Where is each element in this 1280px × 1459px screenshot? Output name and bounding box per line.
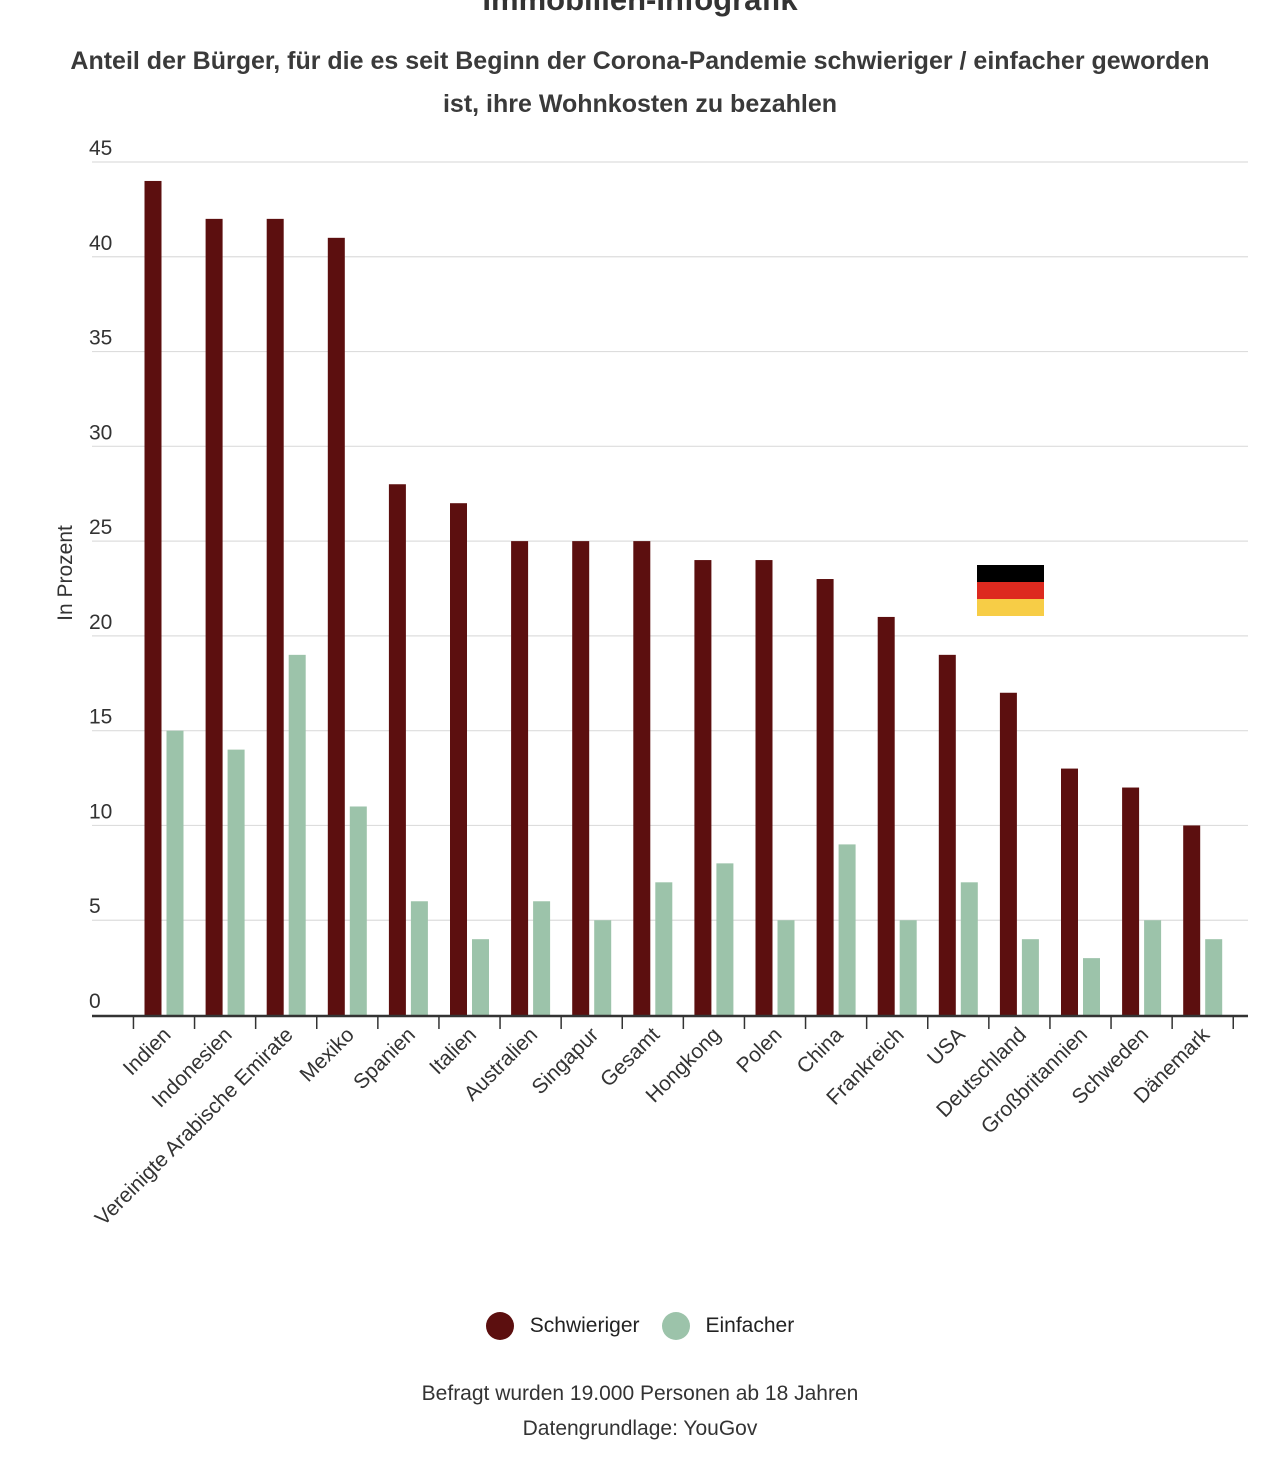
bar-einfacher-16 xyxy=(1144,920,1162,1015)
bar-einfacher-10 xyxy=(777,920,795,1015)
bar-einfacher-1 xyxy=(227,749,245,1015)
bar-schwieriger-6 xyxy=(511,541,529,1015)
y-tick-label-40: 40 xyxy=(89,232,112,255)
bar-schwieriger-16 xyxy=(1122,787,1140,1015)
bar-schwieriger-10 xyxy=(755,560,773,1015)
bar-schwieriger-0 xyxy=(144,180,162,1015)
y-tick-label-25: 25 xyxy=(89,516,112,539)
chart-legend: Schwieriger Einfacher xyxy=(0,1312,1280,1340)
x-tick-label-13: USA xyxy=(923,1023,970,1070)
bar-einfacher-2 xyxy=(288,654,306,1015)
bar-einfacher-4 xyxy=(410,901,428,1015)
bar-einfacher-11 xyxy=(838,844,856,1015)
bar-schwieriger-15 xyxy=(1061,768,1078,1015)
y-tick-label-15: 15 xyxy=(89,706,112,729)
legend-item-einfacher[interactable]: Einfacher xyxy=(661,1312,795,1340)
x-tick-label-5: Italien xyxy=(425,1023,481,1079)
legend-item-schwieriger[interactable]: Schwieriger xyxy=(485,1312,640,1340)
bar-schwieriger-2 xyxy=(266,218,284,1015)
bar-schwieriger-13 xyxy=(938,654,956,1015)
bar-schwieriger-11 xyxy=(816,579,834,1015)
y-axis-label: In Prozent xyxy=(54,525,77,621)
x-tick-label-11: China xyxy=(793,1023,848,1078)
bar-schwieriger-5 xyxy=(450,503,467,1015)
chart-footer: Befragt wurden 19.000 Personen ab 18 Jah… xyxy=(0,1376,1280,1446)
german-flag-icon xyxy=(977,565,1044,616)
x-tick-label-0: Indien xyxy=(119,1023,176,1080)
y-tick-label-0: 0 xyxy=(89,990,101,1013)
bar-einfacher-3 xyxy=(349,806,367,1015)
bar-schwieriger-14 xyxy=(999,692,1017,1015)
bar-einfacher-13 xyxy=(960,882,978,1015)
y-tick-label-20: 20 xyxy=(89,611,112,634)
flag-stripe-gold xyxy=(977,599,1044,616)
y-tick-label-45: 45 xyxy=(89,137,112,160)
bar-einfacher-5 xyxy=(472,939,489,1015)
x-tick-label-7: Singapur xyxy=(528,1023,604,1099)
survey-note: Befragt wurden 19.000 Personen ab 18 Jah… xyxy=(421,1382,859,1405)
bar-einfacher-17 xyxy=(1205,939,1223,1015)
bar-einfacher-12 xyxy=(899,920,917,1015)
y-tick-label-35: 35 xyxy=(89,327,112,350)
x-tick-label-10: Polen xyxy=(732,1023,786,1077)
bar-schwieriger-7 xyxy=(572,541,590,1015)
bar-schwieriger-4 xyxy=(388,484,406,1015)
flag-stripe-black xyxy=(977,565,1044,582)
flag-stripe-red xyxy=(977,582,1044,599)
bar-einfacher-9 xyxy=(716,863,734,1015)
bar-schwieriger-1 xyxy=(205,218,223,1015)
bar-schwieriger-3 xyxy=(327,237,345,1016)
data-source: Datengrundlage: YouGov xyxy=(522,1417,758,1440)
bar-einfacher-6 xyxy=(533,901,551,1015)
bar-einfacher-7 xyxy=(594,920,612,1015)
bar-schwieriger-8 xyxy=(633,541,651,1015)
bar-einfacher-0 xyxy=(166,730,184,1015)
bar-schwieriger-12 xyxy=(877,616,895,1015)
chart-subtitle: Anteil der Bürger, für die es seit Begin… xyxy=(70,47,1210,118)
y-tick-label-5: 5 xyxy=(89,895,101,918)
bar-schwieriger-17 xyxy=(1183,825,1201,1015)
legend-swatch-einfacher xyxy=(661,1312,690,1340)
y-tick-label-30: 30 xyxy=(89,421,112,444)
legend-swatch-schwieriger xyxy=(485,1312,514,1340)
legend-label-schwieriger: Schwieriger xyxy=(529,1314,640,1337)
x-tick-label-4: Spanien xyxy=(349,1023,420,1094)
chart-title: Immobilien-Infografik xyxy=(0,0,1280,18)
bar-einfacher-15 xyxy=(1083,958,1100,1015)
bar-schwieriger-9 xyxy=(694,560,712,1015)
bar-einfacher-8 xyxy=(655,882,673,1015)
x-tick-label-15: Großbritannien xyxy=(977,1023,1092,1138)
legend-label-einfacher: Einfacher xyxy=(705,1314,795,1337)
bar-einfacher-14 xyxy=(1021,939,1039,1015)
y-tick-label-10: 10 xyxy=(89,800,112,823)
